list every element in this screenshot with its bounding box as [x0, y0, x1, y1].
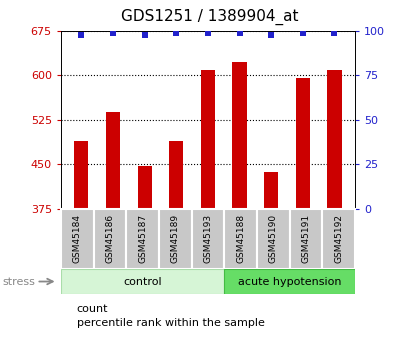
Text: GSM45189: GSM45189	[171, 214, 180, 264]
Bar	[201, 70, 215, 209]
Point	[78, 32, 85, 37]
Point	[141, 32, 148, 37]
Point	[331, 30, 338, 36]
Bar	[257, 209, 289, 269]
Bar	[94, 209, 126, 269]
Bar	[192, 209, 224, 269]
Text: GSM45192: GSM45192	[334, 214, 343, 264]
Text: count: count	[77, 305, 108, 314]
Text: GSM45188: GSM45188	[236, 214, 245, 264]
Text: percentile rank within the sample: percentile rank within the sample	[77, 318, 265, 327]
Text: GSM45184: GSM45184	[73, 214, 82, 264]
Bar	[74, 141, 89, 209]
Text: GSM45190: GSM45190	[269, 214, 278, 264]
Bar	[106, 112, 120, 209]
Bar	[224, 209, 257, 269]
Bar	[232, 62, 247, 209]
Text: control: control	[123, 277, 162, 286]
Point	[268, 32, 275, 37]
Bar	[322, 209, 355, 269]
Bar	[137, 166, 152, 209]
Text: GSM45191: GSM45191	[302, 214, 310, 264]
Bar	[126, 209, 159, 269]
Point	[299, 30, 306, 36]
Bar	[289, 209, 322, 269]
Bar	[61, 269, 224, 294]
Bar	[264, 172, 278, 209]
Text: GSM45193: GSM45193	[203, 214, 213, 264]
Bar	[159, 209, 192, 269]
Text: GSM45186: GSM45186	[105, 214, 114, 264]
Text: acute hypotension: acute hypotension	[238, 277, 341, 286]
Bar	[169, 141, 184, 209]
Point	[205, 30, 211, 36]
Point	[236, 30, 243, 36]
Bar	[296, 78, 310, 209]
Text: GSM45187: GSM45187	[138, 214, 147, 264]
Bar	[327, 70, 341, 209]
Text: stress: stress	[2, 277, 35, 286]
Text: GDS1251 / 1389904_at: GDS1251 / 1389904_at	[121, 9, 299, 25]
Point	[110, 30, 116, 36]
Bar	[224, 269, 355, 294]
Point	[173, 30, 180, 36]
Bar	[61, 209, 94, 269]
